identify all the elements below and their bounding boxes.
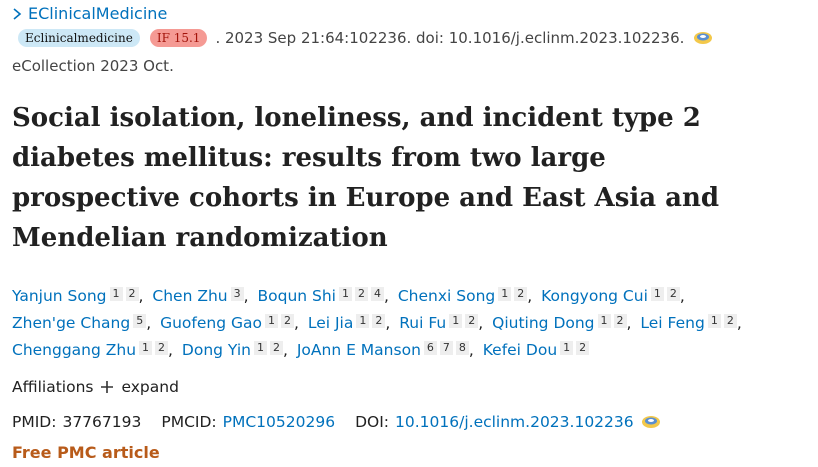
author-name[interactable]: Chenxi Song (397, 287, 496, 305)
author-name[interactable]: Zhen'ge Chang (12, 314, 131, 332)
affiliation-number[interactable]: 2 (666, 287, 680, 301)
author: JoAnn E Manson 6 7 8 (297, 341, 478, 359)
affiliation-number[interactable]: 1 (356, 314, 370, 328)
pmcid-link[interactable]: PMC10520296 (222, 413, 336, 431)
author-name[interactable]: Kongyong Cui (541, 287, 648, 305)
affiliation-number[interactable]: 6 (423, 341, 437, 355)
free-pmc-article: Free PMC article (12, 443, 160, 462)
author: Rui Fu 1 2 (399, 314, 487, 332)
identifiers-row: PMID: 37767193 PMCID: PMC10520296 DOI: 1… (12, 413, 662, 431)
author-name[interactable]: Qiuting Dong (492, 314, 595, 332)
affiliation-number[interactable]: 2 (372, 314, 386, 328)
author: Boqun Shi 1 2 4 (257, 287, 393, 305)
affiliation-number[interactable]: 2 (125, 287, 139, 301)
article-title: Social isolation, loneliness, and incide… (12, 103, 720, 253)
affiliation-number[interactable]: 7 (439, 341, 453, 355)
affiliation-number[interactable]: 2 (465, 314, 479, 328)
author: Lei Feng 1 2 (640, 314, 746, 332)
impact-badge[interactable]: IF 15.1 (149, 29, 208, 47)
chevron-icon (13, 7, 22, 20)
affiliation-number[interactable]: 1 (650, 287, 664, 301)
author-name[interactable]: Guofeng Gao (160, 314, 262, 332)
affiliation-number[interactable]: 1 (109, 287, 123, 301)
expand-toggle[interactable]: expand (121, 378, 179, 396)
author-name[interactable]: Lei Jia (307, 314, 354, 332)
affiliations-row: Affiliations expand (12, 378, 179, 396)
affiliation-number[interactable]: 2 (269, 341, 283, 355)
journal-link[interactable]: EClinicalMedicine (28, 4, 168, 23)
affiliation-number[interactable]: 1 (338, 287, 352, 301)
author: Zhen'ge Chang 5 (12, 314, 155, 332)
author-name[interactable]: Boqun Shi (257, 287, 336, 305)
journal-row: EClinicalMedicine (12, 4, 167, 23)
author-name[interactable]: Chenggang Zhu (12, 341, 137, 359)
affiliation-number[interactable]: 5 (133, 314, 147, 328)
affiliation-number[interactable]: 2 (514, 287, 528, 301)
author: Qiuting Dong 1 2 (492, 314, 635, 332)
pmid: 37767193 (62, 413, 142, 431)
author: Yanjun Song 1 2 (12, 287, 147, 305)
affiliation-number[interactable]: 1 (264, 314, 278, 328)
author: Guofeng Gao 1 2 (160, 314, 303, 332)
ecollection: eCollection 2023 Oct. (12, 57, 174, 75)
doi-icon (694, 32, 713, 44)
citation: . 2023 Sep 21:64:102236. doi: 10.1016/j.… (215, 29, 685, 47)
author: Chen Zhu 3 (152, 287, 253, 305)
author: Chenggang Zhu 1 2 (12, 341, 177, 359)
pmid-label: PMID: (12, 413, 57, 431)
affiliation-number[interactable]: 3 (230, 287, 244, 301)
doi-link[interactable]: 10.1016/j.eclinm.2023.102236 (395, 413, 634, 431)
citation-row: Eclinicalmedicine IF 15.1 . 2023 Sep 21:… (18, 29, 714, 47)
author: Kongyong Cui 1 2 (541, 287, 689, 305)
author-name[interactable]: JoAnn E Manson (296, 341, 421, 359)
doi-icon (641, 416, 660, 428)
affiliation-number[interactable]: 2 (354, 287, 368, 301)
pmcid-label: PMCID: (161, 413, 217, 431)
affiliation-number[interactable]: 2 (280, 314, 294, 328)
journal-badge[interactable]: Eclinicalmedicine (18, 29, 140, 47)
affiliation-number[interactable]: 2 (155, 341, 169, 355)
affiliation-number[interactable]: 1 (707, 314, 721, 328)
affiliations-label: Affiliations (12, 378, 94, 396)
affiliation-number[interactable]: 4 (370, 287, 384, 301)
author-name[interactable]: Dong Yin (181, 341, 251, 359)
affiliation-number[interactable]: 2 (576, 341, 590, 355)
affiliation-number[interactable]: 1 (597, 314, 611, 328)
author-name[interactable]: Kefei Dou (482, 341, 558, 359)
author-name[interactable]: Yanjun Song (12, 287, 107, 305)
author: Dong Yin 1 2 (182, 341, 292, 359)
affiliation-number[interactable]: 2 (723, 314, 737, 328)
affiliation-number[interactable]: 1 (449, 314, 463, 328)
affiliation-number[interactable]: 1 (560, 341, 574, 355)
affiliation-number[interactable]: 1 (498, 287, 512, 301)
affiliation-number[interactable]: 1 (253, 341, 267, 355)
author: Chenxi Song 1 2 (398, 287, 536, 305)
affiliation-number[interactable]: 8 (455, 341, 469, 355)
affiliation-number[interactable]: 2 (613, 314, 627, 328)
author-name[interactable]: Rui Fu (399, 314, 447, 332)
author: Kefei Dou 1 2 (482, 341, 590, 359)
doi-label: DOI: (355, 413, 390, 431)
affiliation-number[interactable]: 1 (139, 341, 153, 355)
author: Lei Jia 1 2 (308, 314, 394, 332)
plus-icon[interactable] (101, 381, 114, 393)
author-name[interactable]: Lei Feng (640, 314, 705, 332)
author-name[interactable]: Chen Zhu (152, 287, 228, 305)
